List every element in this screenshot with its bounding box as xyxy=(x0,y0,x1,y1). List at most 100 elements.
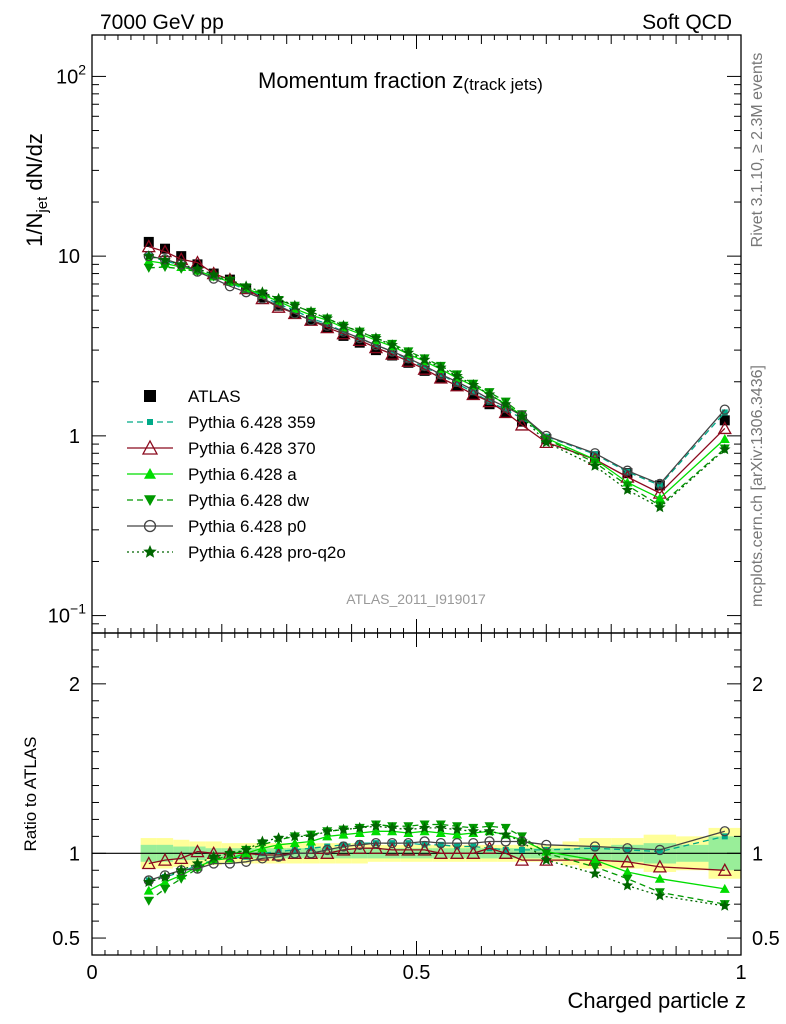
main-point-pythia-6-428-370 xyxy=(514,417,530,431)
main-point-pythia-6-428-pro-q2o xyxy=(191,262,204,274)
ratio-point-pythia-6-428-dw xyxy=(622,874,633,884)
main-point-pythia-6-428-pro-q2o xyxy=(654,501,666,513)
ratio-y-tick-label: 2 xyxy=(69,674,80,696)
main-point-pythia-6-428-370 xyxy=(417,361,432,375)
ratio-point-pythia-6-428-p0 xyxy=(419,836,430,847)
legend-entry-pythia-6-428-dw: Pythia 6.428 dw xyxy=(127,491,310,510)
ratio-y-tick-label-right: 2 xyxy=(752,674,763,696)
main-point-pythia-6-428-pro-q2o xyxy=(621,484,634,495)
main-point-pythia-6-428-pro-q2o xyxy=(719,443,731,455)
ratio-point-pythia-6-428-359 xyxy=(291,846,298,853)
side-label-rivet: Rivet 3.1.10, ≥ 2.3M events xyxy=(749,53,766,248)
ratio-point-pythia-6-428-p0 xyxy=(468,837,479,849)
y-axis-label-sub: jet xyxy=(34,196,51,214)
ratio-line-pythia-6-428-p0 xyxy=(148,830,725,882)
legend-marker xyxy=(143,545,157,558)
main-point-pythia-6-428-p0 xyxy=(322,320,333,331)
ratio-point-pythia-6-428-p0 xyxy=(289,848,300,859)
ratio-point-pythia-6-428-370 xyxy=(433,845,448,859)
ratio-point-pythia-6-428-dw xyxy=(589,862,600,872)
ratio-point-pythia-6-428-pro-q2o xyxy=(321,825,333,837)
main-point-pythia-6-428-pro-q2o xyxy=(418,353,431,365)
ratio-point-pythia-6-428-370 xyxy=(449,845,465,859)
main-point-pythia-6-428-p0 xyxy=(589,448,601,459)
y-tick-label-base: 10 xyxy=(56,66,78,88)
ratio-point-pythia-6-428-370 xyxy=(157,852,173,866)
ratio-point-pythia-6-428-dw xyxy=(541,849,552,859)
main-point-pythia-6-428-a xyxy=(654,493,665,503)
main-point-atlas xyxy=(516,416,527,427)
ratio-point-pythia-6-428-pro-q2o xyxy=(159,871,171,882)
ratio-point-pythia-6-428-359 xyxy=(656,848,663,855)
x-tick-label: 0 xyxy=(86,962,97,984)
ratio-panel-series xyxy=(141,820,732,911)
main-point-pythia-6-428-p0 xyxy=(289,308,300,319)
ratio-point-pythia-6-428-pro-q2o xyxy=(191,857,204,869)
main-point-pythia-6-428-pro-q2o xyxy=(451,370,463,381)
ratio-point-pythia-6-428-359 xyxy=(518,846,525,853)
legend-marker xyxy=(144,495,156,506)
ratio-point-pythia-6-428-p0 xyxy=(257,853,268,864)
y-tick-label: 102 xyxy=(56,61,86,88)
legend-marker xyxy=(141,439,159,455)
main-point-pythia-6-428-pro-q2o xyxy=(435,361,447,373)
ratio-point-pythia-6-428-a xyxy=(452,829,463,839)
ratio-point-pythia-6-428-370 xyxy=(368,840,384,854)
ratio-point-pythia-6-428-pro-q2o xyxy=(224,847,236,859)
ratio-point-pythia-6-428-370 xyxy=(271,847,286,861)
ratio-point-pythia-6-428-a xyxy=(719,883,730,893)
main-point-pythia-6-428-370 xyxy=(717,421,732,435)
ratio-point-pythia-6-428-pro-q2o xyxy=(654,889,666,901)
y-tick-label: 10−1 xyxy=(48,601,86,628)
x-tick-label: 1 xyxy=(735,962,746,984)
legend: ATLAS Pythia 6.428 359 Pythia 6.428 370 Pyt… xyxy=(127,387,346,562)
legend-marker xyxy=(147,419,153,425)
header-left-label: 7000 GeV pp xyxy=(100,11,224,34)
y-tick-label-base: 1 xyxy=(69,426,80,448)
y-tick-label: 1 xyxy=(69,426,80,448)
legend-entry-pythia-6-428-a: Pythia 6.428 a xyxy=(127,465,297,484)
y-axis-label-main: 1/N xyxy=(22,213,47,247)
ratio-point-pythia-6-428-dw xyxy=(500,823,511,833)
legend-marker xyxy=(143,519,157,533)
ratio-point-pythia-6-428-p0 xyxy=(370,837,382,849)
main-point-pythia-6-428-359 xyxy=(721,409,728,416)
main-point-pythia-6-428-dw xyxy=(143,263,154,273)
main-point-atlas xyxy=(160,243,171,254)
ratio-point-pythia-6-428-p0 xyxy=(305,848,317,859)
main-point-pythia-6-428-pro-q2o xyxy=(467,378,479,390)
ratio-point-pythia-6-428-pro-q2o xyxy=(256,835,269,847)
y-axis-label-rest: dN/dz xyxy=(22,133,47,197)
main-point-atlas xyxy=(176,251,187,262)
ratio-y-axis-label: Ratio to ATLAS xyxy=(21,737,40,852)
ratio-y-tick-label: 1 xyxy=(69,843,80,865)
ratio-point-pythia-6-428-pro-q2o xyxy=(719,899,731,911)
ratio-point-pythia-6-428-pro-q2o xyxy=(451,823,463,835)
ratio-point-pythia-6-428-a xyxy=(370,826,381,836)
y-tick-label-base: 10 xyxy=(48,606,70,628)
ratio-point-pythia-6-428-370 xyxy=(620,854,635,868)
ratio-point-pythia-6-428-a xyxy=(306,836,317,846)
ratio-point-pythia-6-428-p0 xyxy=(719,826,730,837)
ratio-point-pythia-6-428-a xyxy=(622,866,633,876)
ratio-y-tick-label: 0.5 xyxy=(52,928,80,950)
main-point-atlas xyxy=(719,415,730,426)
x-tick-label: 0.5 xyxy=(403,962,431,984)
ratio-point-pythia-6-428-pro-q2o xyxy=(516,835,528,847)
ratio-point-pythia-6-428-a xyxy=(435,827,446,837)
legend-label: Pythia 6.428 a xyxy=(188,465,297,484)
ratio-point-pythia-6-428-a xyxy=(143,885,154,895)
ratio-point-pythia-6-428-370 xyxy=(190,844,205,858)
main-point-pythia-6-428-pro-q2o xyxy=(208,268,220,280)
main-point-pythia-6-428-370 xyxy=(498,405,513,419)
ratio-y-tick-label-right: 1 xyxy=(752,843,763,865)
main-panel-series xyxy=(141,236,732,513)
ratio-point-pythia-6-428-pro-q2o xyxy=(208,850,220,862)
main-point-pythia-6-428-pro-q2o xyxy=(540,436,552,448)
ratio-point-pythia-6-428-a xyxy=(654,873,665,883)
legend-entry-pythia-6-428-370: Pythia 6.428 370 xyxy=(127,439,316,458)
ratio-point-pythia-6-428-370 xyxy=(717,862,732,876)
ratio-point-pythia-6-428-p0 xyxy=(435,837,446,849)
analysis-watermark: ATLAS_2011_I919017 xyxy=(346,591,486,607)
